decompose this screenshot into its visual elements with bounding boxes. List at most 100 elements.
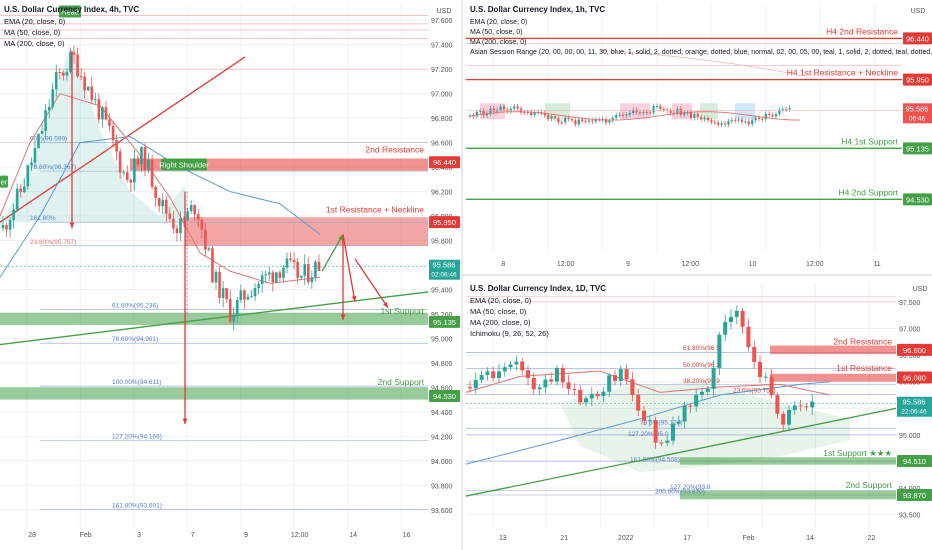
candle-body bbox=[250, 296, 253, 298]
candle-body bbox=[267, 272, 271, 275]
last-price-text: 95.586 bbox=[903, 398, 926, 407]
candle-body bbox=[530, 111, 533, 116]
candle-body bbox=[560, 368, 565, 383]
time-tick-label: 22 bbox=[868, 535, 876, 542]
candle-body bbox=[47, 106, 51, 111]
left-shoulder-label-bg bbox=[0, 175, 8, 188]
candle-body bbox=[62, 72, 65, 76]
candle-body bbox=[584, 398, 588, 403]
candle-body bbox=[239, 290, 243, 301]
candle-body bbox=[632, 109, 635, 114]
level-label: H4 2nd Resistance bbox=[826, 26, 898, 36]
fib-label: 61.80%(96.5 bbox=[683, 345, 720, 352]
candle-body bbox=[769, 376, 774, 396]
level-label: 2nd Resistance bbox=[833, 337, 892, 347]
last-price-badge bbox=[897, 396, 932, 417]
candle-body bbox=[1, 224, 5, 229]
fib-label: 127.20%(94.166) bbox=[112, 433, 162, 440]
candle-body bbox=[671, 423, 675, 441]
time-tick-label: 9 bbox=[244, 532, 248, 539]
candle-body bbox=[165, 199, 168, 214]
candle-body bbox=[496, 109, 499, 112]
candle-body bbox=[611, 117, 614, 121]
candle-body bbox=[730, 119, 733, 122]
right-shoulder-label-bg bbox=[161, 158, 207, 171]
candle-body bbox=[172, 218, 175, 229]
last-price-badge bbox=[903, 103, 932, 124]
candle-body bbox=[570, 118, 574, 121]
candle-body bbox=[473, 379, 478, 389]
session-box bbox=[672, 103, 692, 120]
time-tick-label: 3 bbox=[137, 532, 141, 539]
price-tick-label: 94.200 bbox=[431, 434, 453, 441]
candle-body bbox=[649, 112, 652, 114]
candle-body bbox=[771, 114, 774, 117]
candle-body bbox=[204, 229, 207, 250]
candle-body bbox=[734, 310, 739, 317]
candle-body bbox=[15, 188, 19, 210]
fib-label: 127.20%(95.0 bbox=[628, 431, 669, 438]
fib-label: 60%(96.599) bbox=[30, 136, 67, 143]
candle-body bbox=[489, 108, 492, 114]
candle-body bbox=[768, 113, 771, 115]
candle-body bbox=[618, 114, 621, 116]
candle-body bbox=[659, 442, 664, 444]
candle-body bbox=[676, 108, 679, 113]
candle-body bbox=[584, 121, 587, 123]
level-label: 2nd Resistance bbox=[365, 144, 424, 154]
price-tick-label: 94.400 bbox=[431, 410, 453, 417]
candle-body bbox=[608, 120, 611, 123]
candle-body bbox=[292, 260, 296, 263]
arrow-down-1-head bbox=[351, 295, 357, 302]
candle-body bbox=[79, 76, 83, 78]
candle-body bbox=[679, 108, 682, 115]
candle-body bbox=[688, 405, 693, 407]
candle-body bbox=[275, 272, 278, 283]
candle-body bbox=[168, 213, 172, 219]
level-price-badge-text: 95.950 bbox=[433, 218, 456, 227]
trendline-green bbox=[465, 407, 897, 497]
candle-body bbox=[175, 228, 179, 234]
candle-body bbox=[798, 405, 803, 407]
candle-body bbox=[143, 147, 147, 171]
candle-body bbox=[696, 113, 699, 118]
level-price-badge-text: 93.870 bbox=[903, 491, 926, 500]
candle-body bbox=[104, 107, 108, 120]
candle-body bbox=[111, 125, 115, 141]
candle-body bbox=[682, 405, 687, 422]
candle-body bbox=[560, 122, 563, 124]
level-price-badge-bg bbox=[897, 489, 932, 502]
last-price-text: 95.586 bbox=[433, 261, 456, 270]
candle-body bbox=[652, 106, 655, 113]
time-tick-label: 7 bbox=[191, 532, 195, 539]
candle-body bbox=[310, 277, 314, 283]
candle-body bbox=[150, 159, 154, 187]
level-price-badge-bg bbox=[903, 193, 932, 206]
candle-body bbox=[278, 272, 282, 278]
candle-body bbox=[502, 106, 506, 110]
time-tick-label: Feb bbox=[80, 532, 92, 539]
candle-body bbox=[83, 76, 86, 91]
time-tick-label: Feb bbox=[743, 535, 755, 542]
candle-body bbox=[564, 117, 567, 123]
right-shoulder-label-text: Right Shoulder bbox=[159, 161, 209, 170]
candle-body bbox=[624, 369, 629, 380]
price-tick-label: 94.000 bbox=[431, 459, 453, 466]
price-tick-label: 96.500 bbox=[899, 353, 921, 360]
candle-body bbox=[475, 111, 478, 117]
candle-body bbox=[689, 112, 693, 119]
candle-body bbox=[647, 420, 652, 422]
candle-body bbox=[751, 120, 754, 125]
fib-label: 50.00%(96.2 bbox=[683, 362, 720, 369]
candle-body bbox=[533, 112, 536, 116]
level-price-badge-bg bbox=[429, 389, 460, 402]
session-box bbox=[700, 103, 718, 120]
candle-body bbox=[553, 116, 557, 119]
level-price-badge-text: 94.530 bbox=[433, 392, 456, 401]
price-tick-label: 96.200 bbox=[431, 190, 453, 197]
level-price-badge-bg bbox=[429, 315, 460, 328]
candle-body bbox=[607, 375, 612, 392]
candle-body bbox=[604, 119, 608, 123]
candle-body bbox=[638, 112, 642, 114]
